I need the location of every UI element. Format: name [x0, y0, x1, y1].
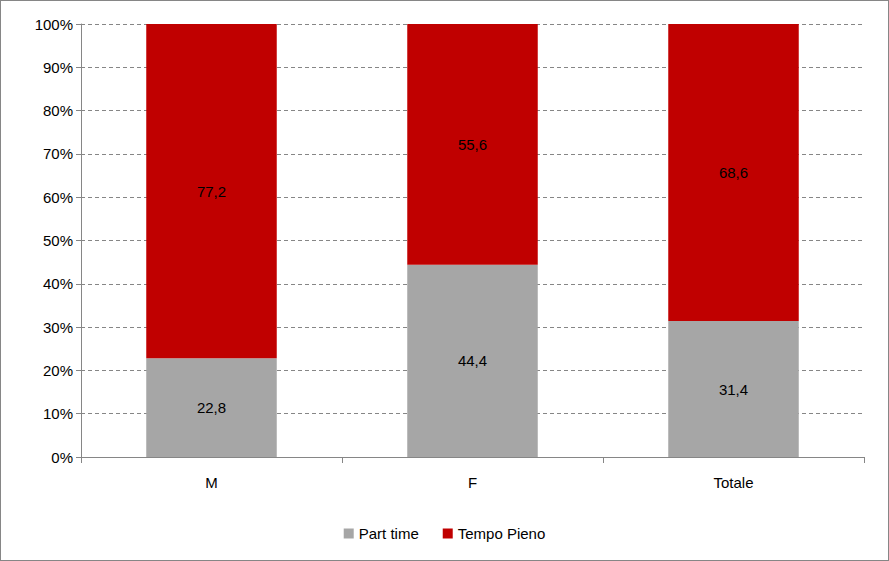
svg-text:55,6: 55,6: [458, 136, 487, 153]
svg-text:77,2: 77,2: [197, 183, 226, 200]
svg-text:44,4: 44,4: [458, 352, 487, 369]
svg-text:70%: 70%: [43, 145, 73, 162]
svg-text:10%: 10%: [43, 405, 73, 422]
svg-text:Tempo Pieno: Tempo Pieno: [458, 525, 546, 542]
svg-text:31,4: 31,4: [719, 381, 748, 398]
svg-text:80%: 80%: [43, 102, 73, 119]
svg-text:100%: 100%: [35, 16, 73, 33]
svg-text:F: F: [468, 474, 477, 491]
svg-text:22,8: 22,8: [197, 399, 226, 416]
svg-text:40%: 40%: [43, 275, 73, 292]
svg-text:Totale: Totale: [713, 474, 753, 491]
svg-text:90%: 90%: [43, 59, 73, 76]
svg-text:20%: 20%: [43, 362, 73, 379]
svg-text:Part time: Part time: [359, 525, 419, 542]
svg-text:60%: 60%: [43, 189, 73, 206]
svg-text:50%: 50%: [43, 232, 73, 249]
svg-text:30%: 30%: [43, 319, 73, 336]
svg-text:68,6: 68,6: [719, 164, 748, 181]
svg-text:0%: 0%: [51, 449, 73, 466]
svg-text:M: M: [205, 474, 218, 491]
